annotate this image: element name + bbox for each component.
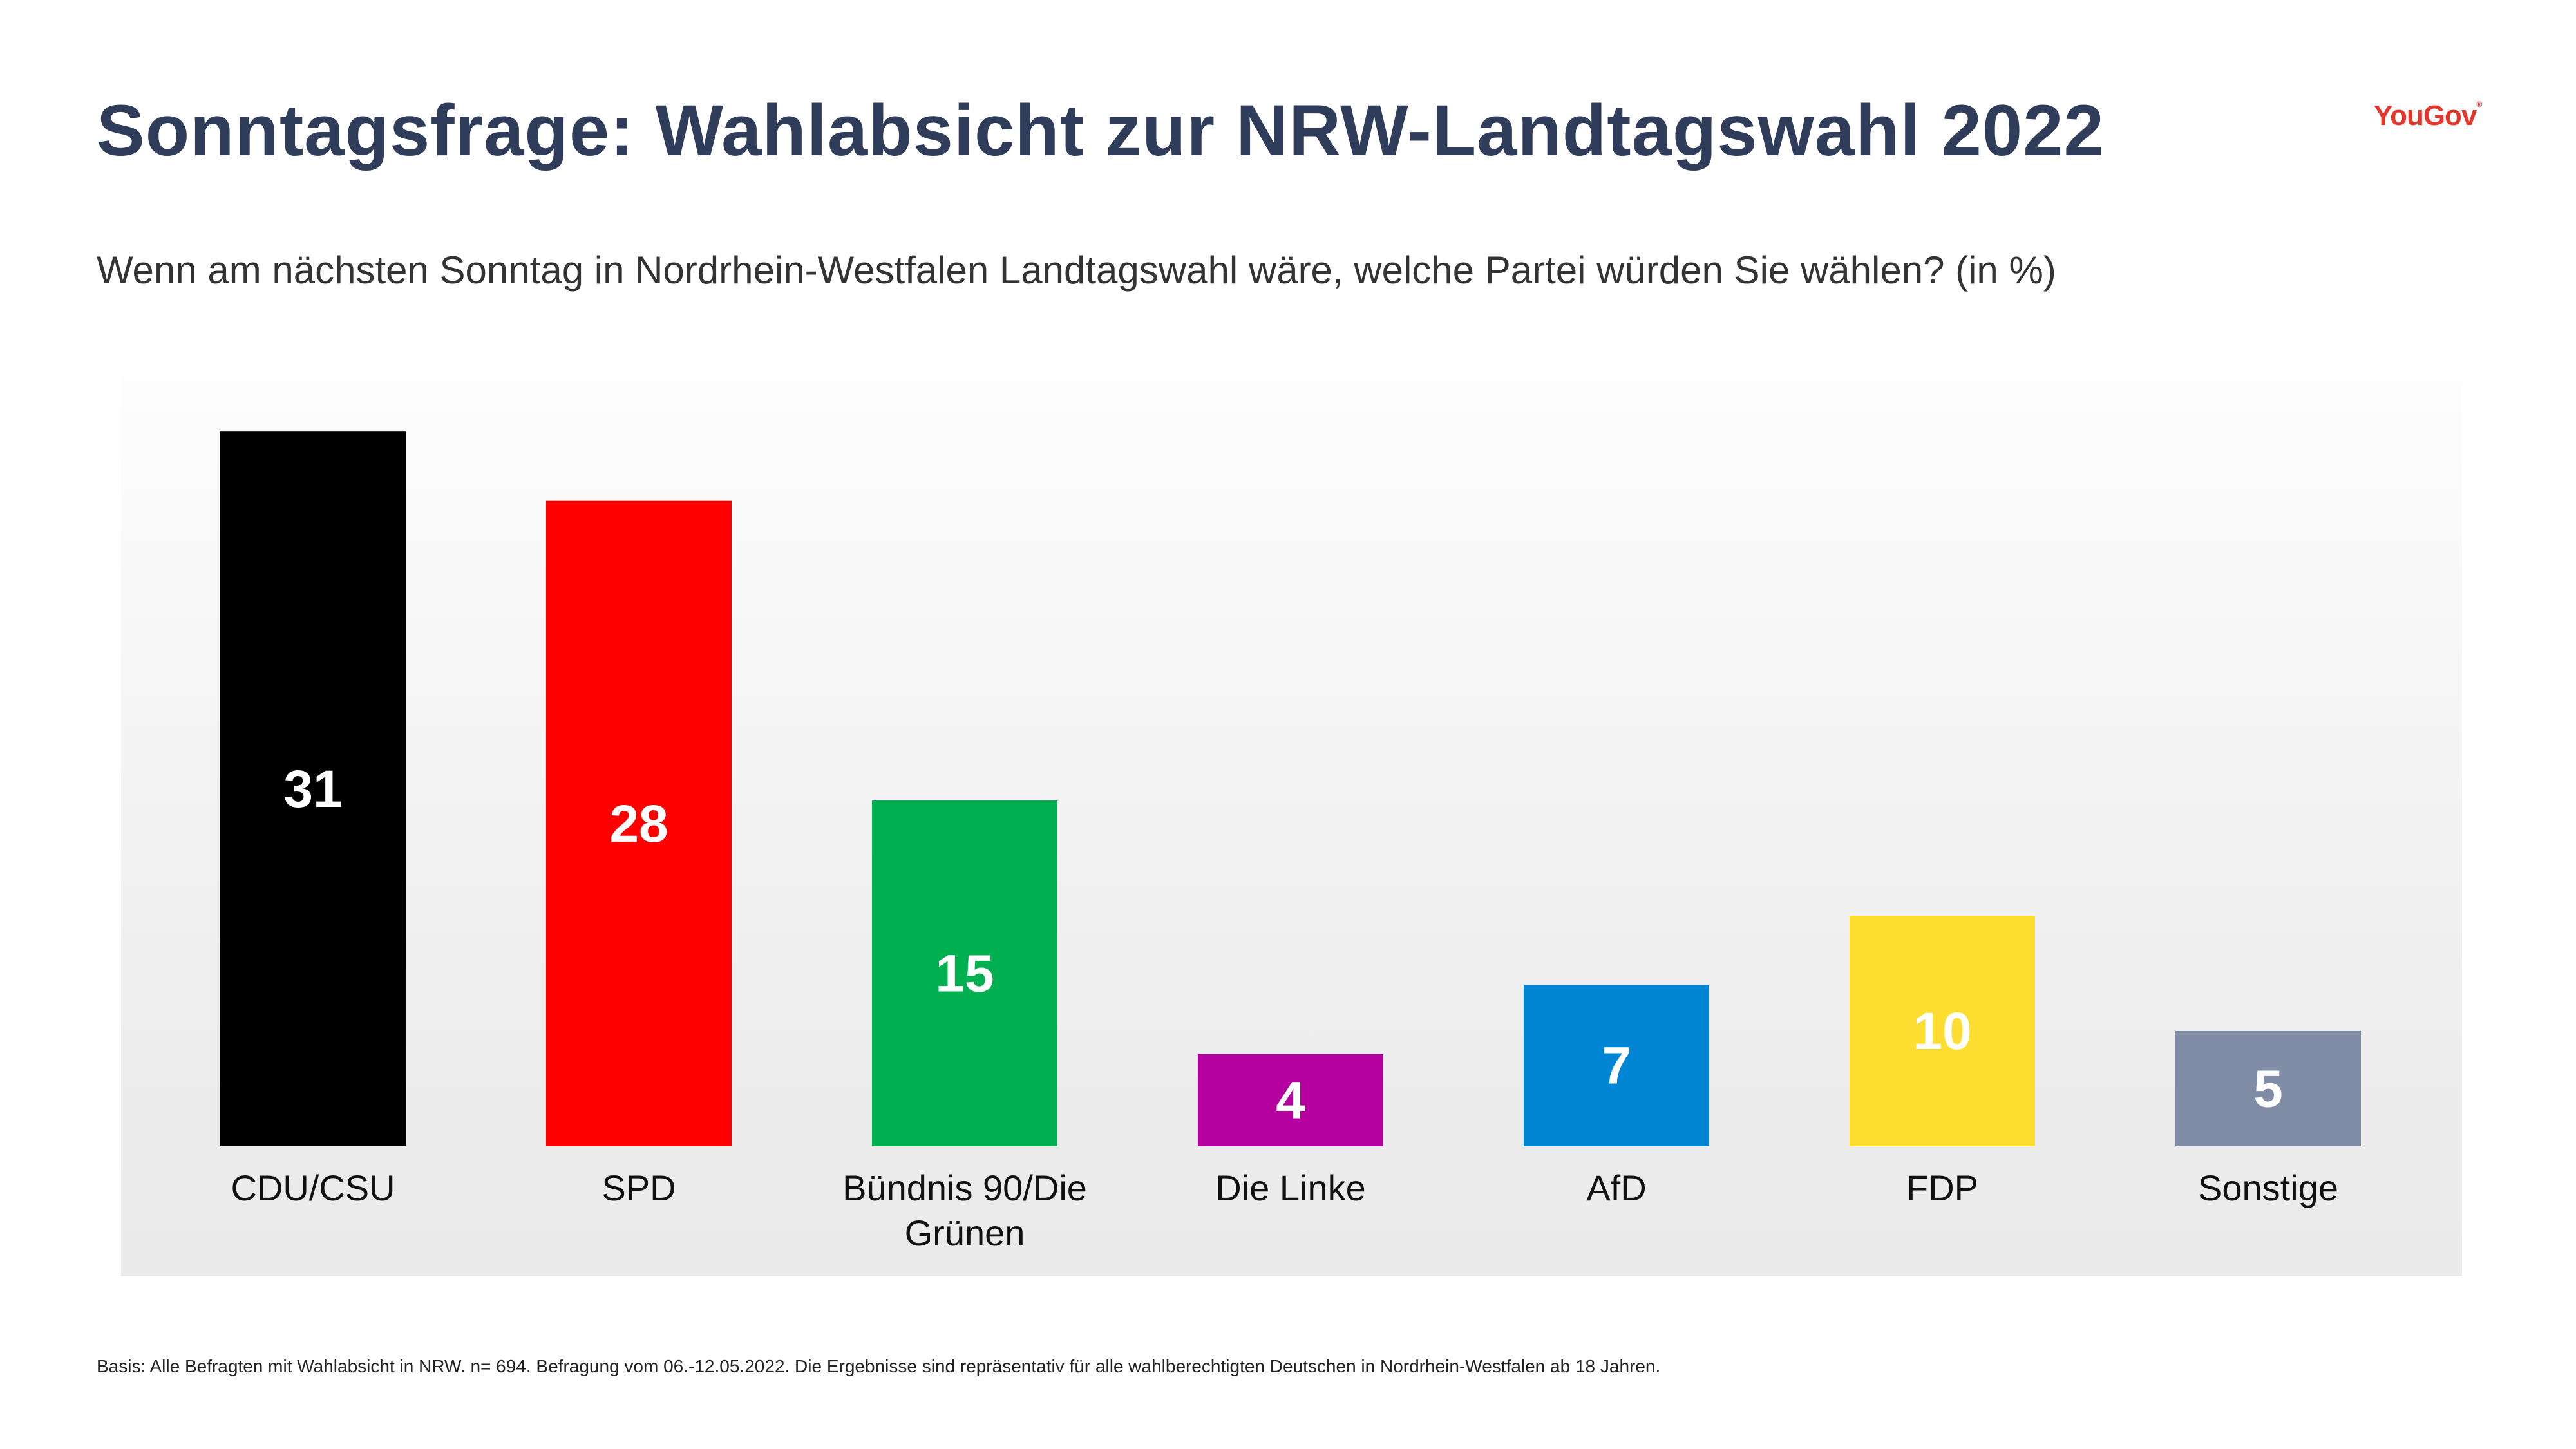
page-title: Sonntagsfrage: Wahlabsicht zur NRW-Landt… xyxy=(97,90,2105,171)
bar-afd xyxy=(1524,985,1709,1146)
category-label: Die Linke xyxy=(1215,1168,1365,1208)
bar-spd xyxy=(546,500,732,1146)
bar-fdp xyxy=(1850,916,2035,1146)
category-label: FDP xyxy=(1906,1168,1978,1208)
value-label: 5 xyxy=(2253,1060,2283,1119)
bar-b-ndnis-90-die-gr-nen xyxy=(872,800,1057,1146)
logo-text: YouGov xyxy=(2374,100,2477,131)
chart-panel: 31 CDU/CSU 28 SPD 15 Bündnis 90/Die Grünen 4 Die… xyxy=(121,317,2462,1276)
bar-chart: 31 CDU/CSU 28 SPD 15 Bündnis 90/Die Grünen 4 Die… xyxy=(220,431,2361,1253)
value-label: 7 xyxy=(1602,1037,1631,1095)
value-label: 31 xyxy=(283,760,342,819)
value-label: 4 xyxy=(1276,1071,1305,1130)
footnote: Basis: Alle Befragten mit Wahlabsicht in… xyxy=(97,1356,1661,1376)
logo-mark: ® xyxy=(2476,100,2482,109)
value-label: 15 xyxy=(935,945,994,1003)
category-label: CDU/CSU xyxy=(231,1168,395,1208)
bar-die-linke xyxy=(1198,1054,1383,1146)
category-label: SPD xyxy=(601,1168,676,1208)
category-label: Sonstige xyxy=(2198,1168,2338,1208)
yougov-logo: YouGov® xyxy=(2374,100,2482,132)
category-label: Bündnis 90/Die Grünen xyxy=(842,1168,1087,1253)
bar-cdu-csu xyxy=(220,431,406,1147)
value-label: 10 xyxy=(1913,1002,1971,1061)
value-label: 28 xyxy=(609,795,668,853)
category-label: AfD xyxy=(1586,1168,1646,1208)
bar-sonstige xyxy=(2175,1031,2361,1146)
chart-question: Wenn am nächsten Sonntag in Nordrhein-We… xyxy=(97,249,2056,292)
